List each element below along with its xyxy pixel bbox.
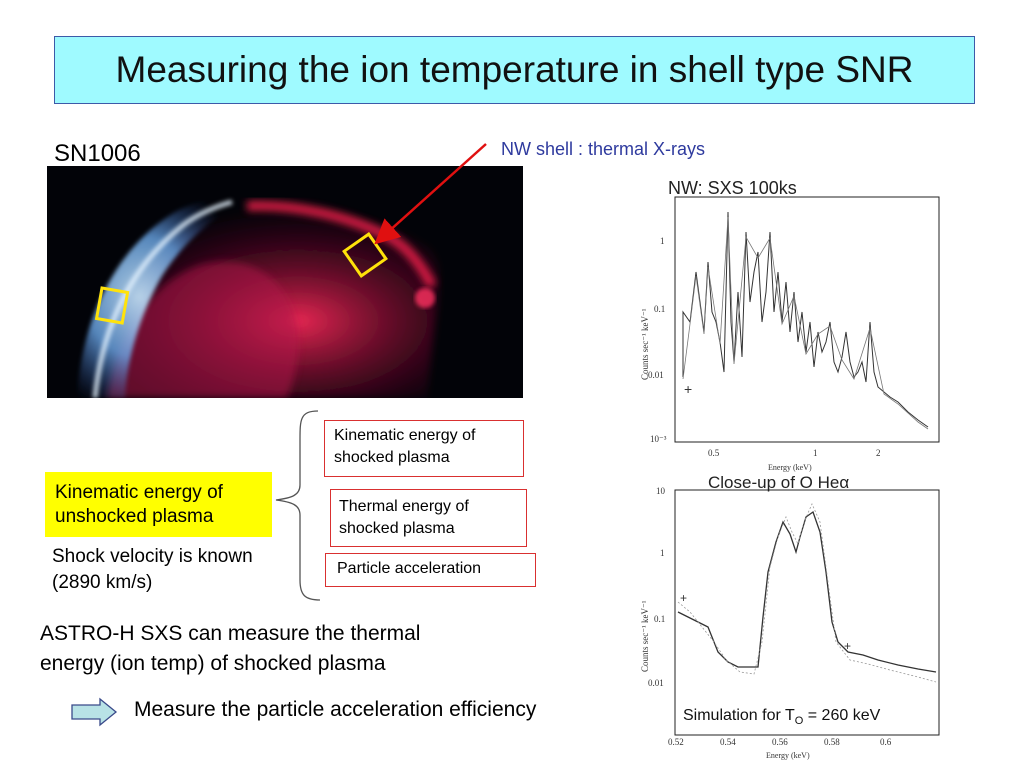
right-block-arrow-icon [71,697,118,727]
astro-line1: ASTRO-H SXS can measure the thermal [40,622,421,645]
top-ytick-3: 0.01 [648,370,664,380]
conclusion-text: Measure the particle acceleration effici… [134,698,537,721]
top-ytick-2: 0.1 [654,304,665,314]
bottom-errorbar-marker-2: + [844,639,851,653]
slide-title: Measuring the ion temperature in shell t… [115,49,914,90]
title-box: Measuring the ion temperature in shell t… [54,36,975,104]
top-ytick-1: 1 [660,236,665,246]
region-box-west [94,286,130,325]
top-xtick-3: 2 [876,448,881,458]
sxs-spectrum-figure: NW: SXS 100ks Counts sec⁻¹ keV⁻¹ 1 0.1 0… [628,172,940,762]
bottom-ytick-3: 0.1 [654,614,665,624]
bottom-xtick-1: 0.52 [668,737,684,747]
bottom-errorbar-marker: + [680,591,687,605]
bottom-spectrum-line [677,510,937,673]
thermal-shocked-box: Thermal energy of shocked plasma [330,489,527,547]
shock-velocity-line1: Shock velocity is known [52,546,253,567]
curly-brace-icon [275,410,321,601]
particle-acceleration-box: Particle acceleration [325,553,536,587]
top-panel-frame [674,196,940,443]
bottom-ytick-4: 0.01 [648,678,664,688]
bottom-ylabel: Counts sec⁻¹ keV⁻¹ [640,600,650,672]
astro-h-text: ASTRO-H SXS can measure the thermal ener… [40,619,420,679]
top-xtick-1: 0.5 [708,448,720,458]
bottom-panel-title: Close-up of O Heα [708,473,849,492]
shock-velocity-text: Shock velocity is known (2890 km/s) [52,544,253,596]
top-spectrum-line [682,211,929,428]
bottom-ytick-2: 1 [660,548,665,558]
simulation-label: Simulation for TO = 260 keV [683,707,881,727]
top-panel-title: NW: SXS 100ks [668,178,797,198]
top-ylabel: Counts sec⁻¹ keV⁻¹ [640,308,650,380]
kinematic-shocked-box: Kinematic energy of shocked plasma [324,420,524,477]
bottom-model-line [677,503,937,683]
nw-shell-callout: NW shell : thermal X-rays [501,139,706,159]
shock-velocity-line2: (2890 km/s) [52,572,153,593]
top-xlabel: Energy (keV) [768,463,812,472]
top-xtick-2: 1 [813,448,818,458]
bottom-xlabel: Energy (keV) [766,751,810,760]
bottom-xtick-4: 0.58 [824,737,840,747]
top-model-line [682,216,929,430]
top-ytick-4: 10⁻³ [650,434,667,444]
bottom-ytick-1: 10 [656,486,666,496]
bottom-panel-frame [674,489,940,736]
image-label: SN1006 [54,140,141,167]
region-box-nw [342,232,388,278]
astro-line2: energy (ion temp) of shocked plasma [40,652,386,675]
snr-xray-image [47,166,523,398]
bottom-xtick-2: 0.54 [720,737,736,747]
bottom-xtick-5: 0.6 [880,737,892,747]
bottom-xtick-3: 0.56 [772,737,788,747]
top-errorbar-marker: + [684,381,692,397]
kinematic-unshocked-box: Kinematic energy of unshocked plasma [45,472,272,537]
